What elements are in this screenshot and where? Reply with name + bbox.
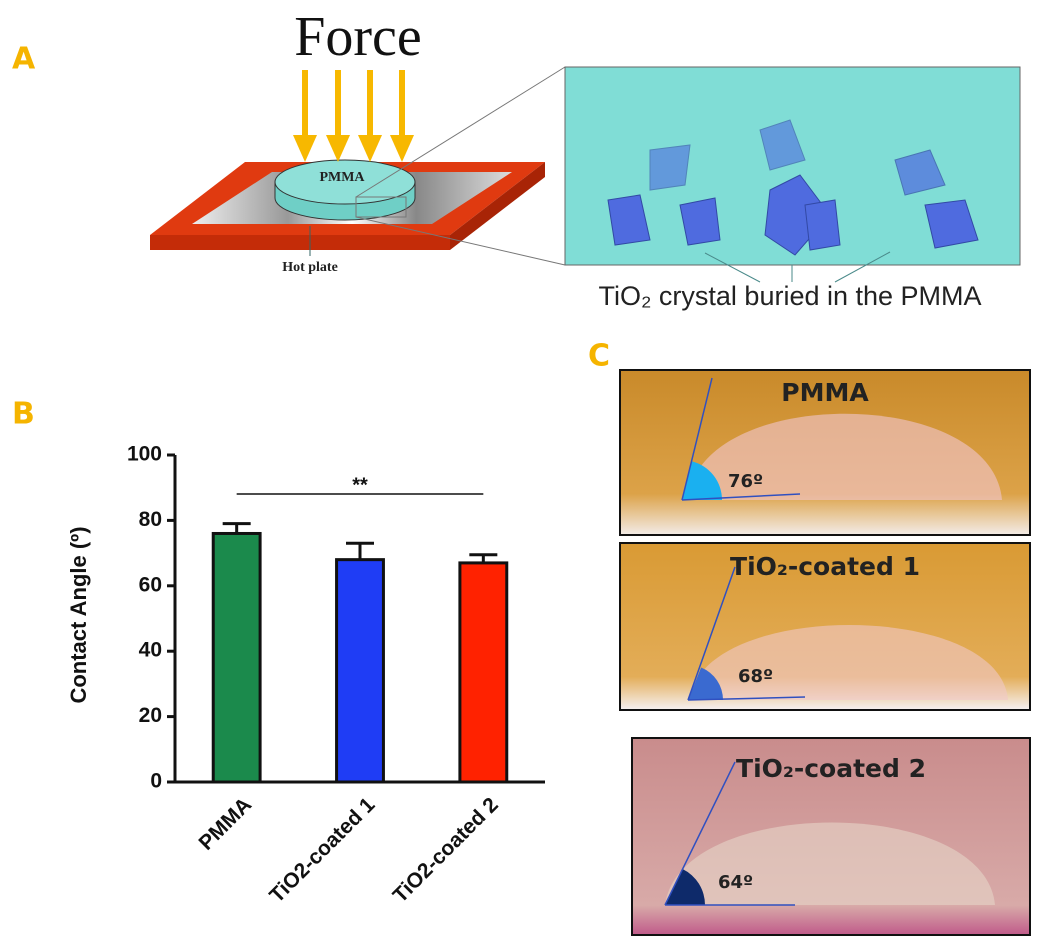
photo (631, 737, 1031, 936)
y-tick-label: 100 (127, 443, 162, 466)
y-tick-label: 0 (150, 770, 162, 793)
bar (211, 531, 262, 784)
y-tick-label: 60 (139, 573, 162, 596)
x-tick-label: TiO2-coated 1 (265, 793, 379, 907)
angle-label: 64º (718, 872, 753, 893)
significance-label: ** (352, 474, 368, 496)
y-tick-label: 80 (139, 508, 162, 531)
photo (619, 369, 1031, 536)
bar (458, 561, 509, 784)
angle-label: 76º (728, 471, 763, 492)
photo (619, 542, 1031, 711)
caption-arrows (704, 251, 891, 283)
disc-label: PMMA (319, 170, 365, 185)
photo-title: TiO₂-coated 1 (730, 552, 920, 581)
force-label: Force (294, 6, 422, 68)
photo-title: TiO₂-coated 2 (736, 754, 926, 783)
force-arrows (293, 70, 414, 162)
caption: TiO₂ crystal buried in the PMMA (598, 281, 981, 311)
photo-title: PMMA (781, 378, 869, 407)
panel-label: C (588, 339, 610, 374)
x-tick-label: TiO2-coated 2 (389, 793, 503, 907)
bar-chart: 0 20 40 60 80 100 PMMA TiO2-coated 1 TiO2-coated… (127, 443, 545, 907)
bar (335, 558, 385, 784)
plate-label: Hot plate (282, 260, 338, 275)
pmma-disc (274, 159, 416, 221)
crystals (607, 119, 979, 256)
y-tick-label: 40 (139, 639, 162, 662)
zoom-lines (355, 66, 566, 266)
y-tick-label: 20 (139, 704, 162, 727)
angle-label: 68º (738, 666, 773, 687)
y-axis-label: Contact Angle (º) (66, 526, 91, 703)
panel-label: B (12, 397, 35, 432)
x-tick-label: PMMA (194, 793, 256, 855)
panel-label: A (12, 42, 36, 77)
